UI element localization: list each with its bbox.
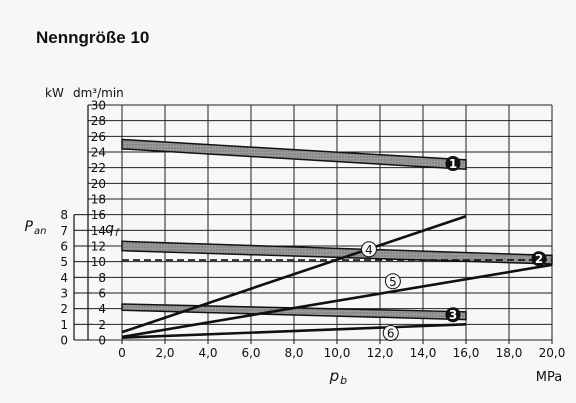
x-tick-label: 0	[118, 346, 126, 360]
flow-tick-label: 26	[91, 130, 106, 144]
series-lines	[121, 215, 553, 339]
band-2	[121, 240, 553, 265]
x-tick-label: 4,0	[198, 346, 217, 360]
flow-tick-label: 16	[91, 208, 106, 222]
band-marker-2	[531, 251, 547, 267]
flow-tick-label: 8	[98, 271, 106, 285]
x-tick-label: 16,0	[453, 346, 480, 360]
band-label-1: 1	[449, 157, 457, 171]
power-axis-label: P	[25, 219, 34, 235]
power-axis-label-sub: an	[34, 226, 46, 237]
line-marker-5	[384, 273, 401, 290]
flow-tick-label: 24	[91, 146, 106, 160]
band-1	[121, 138, 467, 171]
power-tick-label: 7	[60, 224, 68, 238]
flow-tick-label: 2	[98, 318, 106, 332]
power-tick-label: 4	[60, 271, 68, 285]
flow-axis-unit: dm³/min	[73, 86, 124, 100]
band-marker-3	[445, 307, 461, 323]
x-tick-label: 2,0	[155, 346, 174, 360]
band-label-3: 3	[449, 308, 457, 322]
power-tick-label: 6	[60, 240, 68, 254]
line-label-4: 4	[365, 243, 373, 257]
chart-title: Nenngröße 10	[36, 28, 150, 47]
band-label-2: 2	[535, 252, 543, 266]
x-tick-label: 12,0	[367, 346, 394, 360]
flow-tick-label: 30	[91, 99, 106, 113]
x-axis-label-sub: b	[340, 374, 347, 387]
power-tick-label: 8	[60, 208, 68, 222]
flow-tick-label: 10	[91, 255, 106, 269]
x-axis-label: p	[329, 367, 340, 385]
axes	[73, 104, 553, 344]
flow-tick-label: 6	[98, 287, 106, 301]
x-tick-label: 20,0	[539, 346, 566, 360]
flow-tick-label: 22	[91, 161, 106, 175]
x-tick-label: 10,0	[324, 346, 351, 360]
flow-tick-label: 14	[91, 224, 106, 238]
x-tick-label: 18,0	[496, 346, 523, 360]
band-marker-1	[445, 156, 461, 172]
line-label-5: 5	[389, 275, 397, 289]
x-tick-label: 14,0	[410, 346, 437, 360]
power-tick-label: 1	[60, 318, 68, 332]
flow-tick-label: 28	[91, 114, 106, 128]
flow-tick-label: 18	[91, 193, 106, 207]
line-5	[121, 263, 553, 339]
bands	[121, 138, 553, 321]
flow-axis-label-sub: f	[115, 228, 120, 239]
band-3	[121, 303, 467, 321]
x-tick-label: 6,0	[241, 346, 260, 360]
flow-tick-label: 4	[98, 302, 106, 316]
x-axis-unit: MPa	[536, 370, 562, 385]
flow-tick-label: 20	[91, 177, 106, 191]
line-label-6: 6	[387, 326, 395, 340]
line-6	[121, 323, 467, 339]
line-marker-4	[360, 241, 377, 258]
power-tick-label: 0	[60, 334, 68, 348]
power-tick-label: 3	[60, 287, 68, 301]
line-marker-6	[382, 324, 399, 341]
x-tick-label: 8,0	[284, 346, 303, 360]
line-4	[121, 215, 467, 334]
flow-tick-label: 12	[91, 240, 106, 254]
power-axis-unit: kW	[45, 86, 64, 100]
power-tick-label: 2	[60, 302, 68, 316]
flow-tick-label: 0	[98, 334, 106, 348]
flow-axis-label: q	[105, 221, 114, 237]
power-tick-label: 5	[60, 255, 68, 269]
